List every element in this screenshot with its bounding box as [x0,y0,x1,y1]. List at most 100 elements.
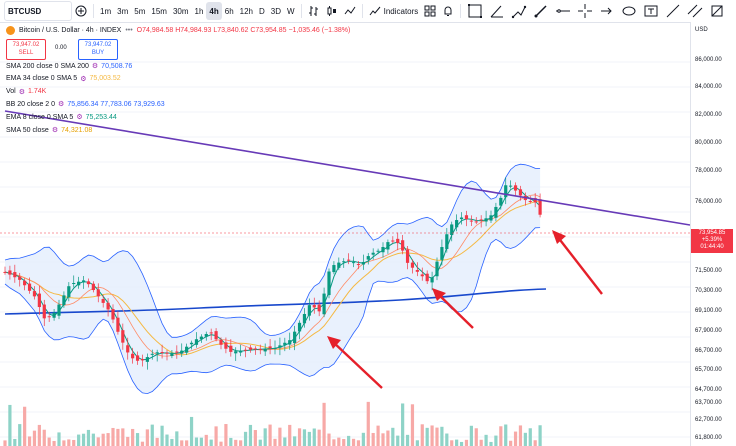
volume-bar [307,431,311,446]
candle [494,202,498,222]
timeframe-W[interactable]: W [287,6,295,16]
buy-button[interactable]: 73,947.02 BUY [78,39,118,60]
settings-icon[interactable]: ⚙ [80,75,87,83]
templates-icon[interactable] [421,2,439,20]
line-style-icon[interactable] [341,2,359,20]
path-tool-icon[interactable] [508,2,530,20]
currency-label[interactable]: USD [695,27,708,33]
symbol-search[interactable]: BTCUSD [4,1,72,21]
timeframe-3D[interactable]: 3D [270,6,282,16]
price-tick-label: 64,700.00 [695,387,722,393]
candle [332,261,336,275]
settings-icon[interactable]: ⚙ [18,88,26,96]
arrow-marker[interactable] [432,288,474,329]
timeframe-15m[interactable]: 15m [151,6,167,16]
volume-bar [283,437,287,446]
trend-line[interactable] [4,110,690,226]
angle-tool-icon[interactable] [486,2,508,20]
settings-icon[interactable]: ⚙ [51,127,59,134]
timeframe-12h[interactable]: 12h [239,6,254,16]
price-tick-label: 63,700.00 [695,400,722,406]
add-symbol-icon[interactable] [72,2,90,20]
volume-bar [209,439,213,446]
arrow-marker[interactable] [327,336,383,389]
volume-bar [278,427,282,446]
more-icon[interactable]: ••• [125,27,133,34]
candle [180,343,184,357]
chart-pane[interactable] [0,22,690,446]
candle [469,215,473,226]
horizontal-ray-icon[interactable] [552,2,574,20]
sell-button[interactable]: 73,947.02 SELL [6,39,46,60]
volume-bar [479,439,483,446]
indicators-button[interactable]: Indicators [366,2,422,20]
volume-bar [77,434,81,446]
brush-tool-icon[interactable] [530,2,552,20]
candle-style-icon[interactable] [323,2,341,20]
candle [327,268,331,299]
crosshair-tool-icon[interactable] [574,2,596,20]
spread-value: 0.00 [55,45,67,51]
indicator-row[interactable]: EMA 34 close 0 SMA 5 ⚙ 75,003.52 [6,75,121,83]
ohlc-values: O74,984.58 H74,984.93 L73,840.62 C73,954… [136,27,351,34]
indicator-row[interactable]: BB 20 close 2 0 ⚙ 75,856.34 77,783.06 73,9… [6,100,165,109]
candle [283,337,287,352]
volume-bar [268,424,272,446]
volume-bar [23,406,27,446]
settings-icon[interactable]: ⚙ [58,101,65,109]
indicator-row[interactable]: SMA 200 close 0 SMA 200 ⚙ 70,508.76 [6,62,132,71]
timeframe-5m[interactable]: 5m [134,6,146,16]
candle [445,228,449,253]
arrow-marker[interactable] [552,230,603,295]
volume-bar [445,433,449,446]
volume-bar [150,424,154,446]
timeframe-3m[interactable]: 3m [117,6,129,16]
trend-line-icon[interactable] [662,2,684,20]
current-change: +5.39% [701,237,723,243]
volume-bar [18,424,22,446]
volume-bar [342,438,346,446]
volume-bar [435,427,439,446]
timeframe-1h[interactable]: 1h [194,6,204,16]
volume-bar [32,430,37,446]
text-box-icon[interactable] [640,2,662,20]
bar-style-icon[interactable] [305,2,323,20]
price-tick-label: 84,000.00 [695,84,722,90]
timeframe-D[interactable]: D [259,6,265,16]
volume-bar [140,441,145,446]
measure-tool-icon[interactable] [706,2,728,20]
volume-bar [57,432,61,446]
candle [425,270,429,284]
bollinger-band-fill [5,164,541,394]
volume-bar [293,436,297,446]
indicator-row[interactable]: EMA 8 close 0 SMA 5 ⚙ 75,253.44 [6,113,117,122]
symbol-label: BTCUSD [8,6,42,16]
timeframe-6h[interactable]: 6h [224,6,234,16]
timeframe-4h[interactable]: 4h [206,2,222,20]
buy-price: 73,947.02 [84,42,112,48]
indicator-row[interactable]: SMA 50 close ⚙ 74,321.08 [6,126,92,135]
candle [484,210,488,227]
toolbar-divider [93,4,94,18]
candle [13,264,17,283]
settings-icon[interactable]: ⚙ [76,114,83,122]
volume-bar [440,426,444,446]
candle [165,349,169,361]
settings-icon[interactable]: ⚙ [91,63,99,70]
rectangle-tool-icon[interactable] [464,2,486,20]
timeframe-30m[interactable]: 30m [172,6,189,16]
ellipse-tool-icon[interactable] [618,2,640,20]
timeframe-1m[interactable]: 1m [100,6,112,16]
volume-bar [239,440,243,446]
volume-bar [401,403,405,446]
alert-icon[interactable] [439,2,457,20]
volume-bar [337,437,341,446]
volume-bar [258,439,262,446]
parallel-channel-icon[interactable] [684,2,706,20]
candle [140,354,145,367]
arrow-marker-icon[interactable] [596,2,618,20]
candle [430,271,434,291]
indicator-row[interactable]: Vol ⚙ 1.74K [6,88,46,96]
candlestick-series [3,177,542,370]
candle [317,300,321,317]
